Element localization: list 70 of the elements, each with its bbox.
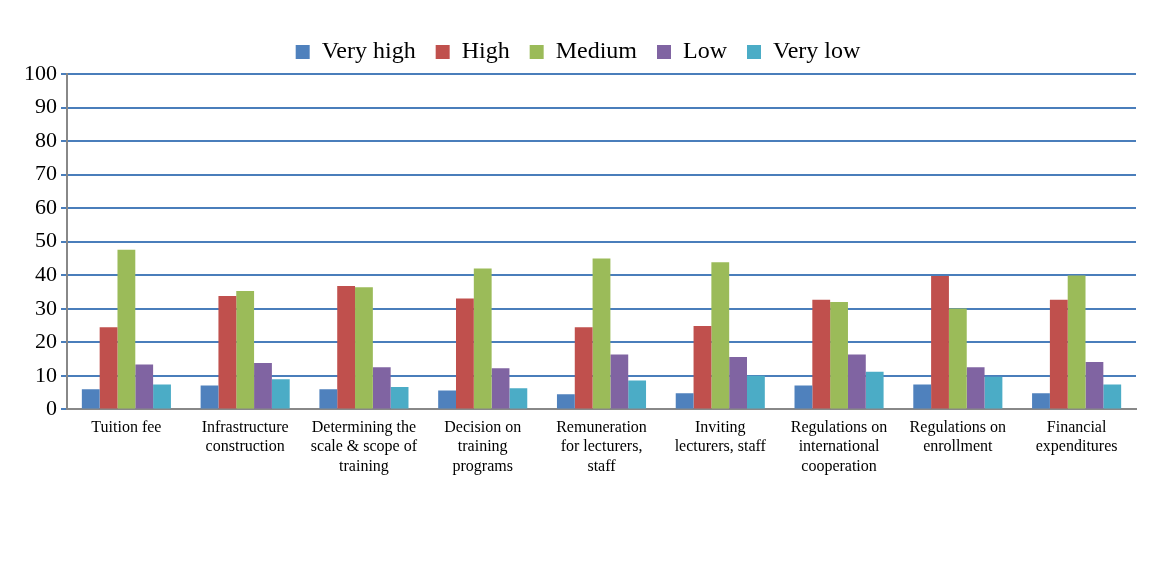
legend-label: Very high (321, 37, 416, 64)
x-tick-label: Tuition fee (91, 418, 162, 436)
y-tick-label: 10 (35, 361, 57, 387)
x-tick-label: Decision on training programs (444, 418, 522, 475)
bar (948, 308, 967, 409)
bar (200, 385, 219, 409)
bar (254, 363, 272, 409)
bar (372, 367, 391, 409)
x-tick-label: Determining the scale & scope of training (310, 418, 418, 475)
legend-label: High (461, 37, 510, 64)
x-tick-label: Regulations on enrollment (909, 418, 1007, 455)
bar (99, 327, 118, 409)
bar (592, 258, 611, 409)
y-tick-label: 100 (24, 59, 57, 85)
y-tick-label: 30 (35, 294, 57, 320)
legend-label: Medium (555, 37, 638, 64)
bar (865, 371, 884, 409)
bar (610, 354, 629, 409)
bar (117, 249, 136, 409)
bar (491, 368, 510, 409)
bar (438, 390, 456, 409)
bar (1085, 362, 1104, 409)
bar (319, 389, 338, 409)
x-tick-label: Remuneration for lecturers, staff (556, 418, 647, 474)
bar (1049, 299, 1068, 409)
x-tick-label: Regulations on international cooperation (790, 418, 888, 475)
x-tick-label: Financial expenditures (1035, 418, 1118, 456)
bar (337, 285, 356, 409)
bar (153, 384, 171, 409)
y-tick-label: 50 (35, 227, 57, 253)
bar (218, 296, 237, 409)
bar (574, 327, 593, 409)
bar (135, 364, 154, 409)
bar (675, 393, 694, 409)
x-tick-label: Inviting lecturers, staff (674, 418, 767, 455)
bar (812, 299, 831, 409)
bar (390, 386, 409, 409)
bar (271, 379, 290, 409)
bar (509, 388, 528, 409)
bar (355, 287, 373, 409)
bar (1032, 393, 1050, 409)
x-tick-label: Infrastructure construction (201, 418, 289, 455)
bar (628, 380, 647, 409)
bar (830, 302, 848, 409)
bar (847, 354, 866, 409)
y-tick-label: 0 (46, 395, 57, 421)
y-tick-label: 70 (35, 160, 57, 186)
bar (984, 376, 1003, 409)
bar (794, 385, 813, 409)
bar (711, 262, 730, 409)
bar (1067, 275, 1086, 409)
y-tick-label: 80 (35, 126, 57, 152)
bar (473, 268, 492, 409)
bar (729, 357, 747, 409)
y-tick-label: 60 (35, 193, 57, 219)
bar (931, 275, 949, 409)
legend-label: Low (683, 37, 728, 64)
y-tick-label: 40 (35, 261, 57, 287)
y-tick-label: 20 (35, 328, 57, 354)
bar (456, 298, 474, 409)
bar (747, 375, 765, 409)
legend-label: Very low (772, 37, 861, 64)
bar (966, 367, 985, 409)
bar (236, 291, 255, 409)
bar (81, 389, 100, 409)
bar (913, 384, 932, 409)
bar (556, 394, 575, 409)
bar (693, 325, 712, 409)
y-tick-label: 90 (35, 93, 57, 119)
bar (1103, 384, 1122, 409)
